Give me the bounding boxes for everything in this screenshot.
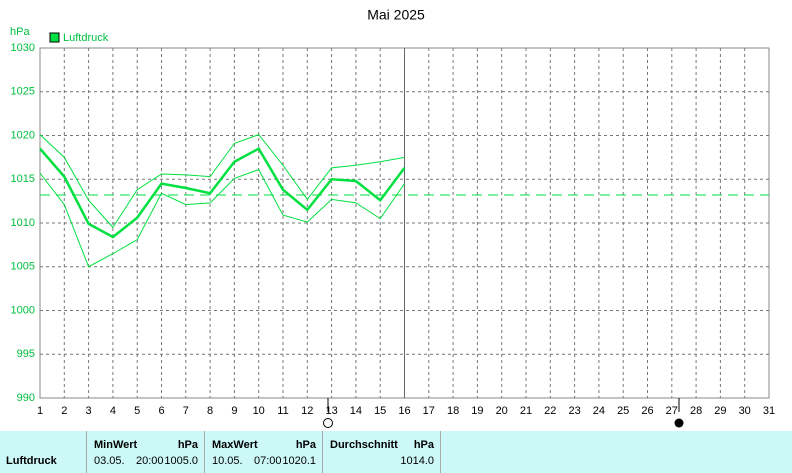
x-tick-label: 7: [183, 405, 189, 417]
y-tick-label: 1025: [11, 86, 35, 98]
col-title: MinWert: [94, 439, 138, 451]
value: 1005.0: [164, 455, 198, 467]
y-tick-label: 1015: [11, 173, 35, 185]
x-tick-label: 27: [666, 405, 678, 417]
x-tick-label: 28: [690, 405, 702, 417]
table-cell: MaxWert hPa 10.05. 07:00 1020.1: [205, 431, 323, 473]
min-line: [39, 169, 405, 268]
x-tick-label: 31: [763, 405, 775, 417]
y-tick-label: 990: [17, 392, 35, 404]
x-tick-label: 1: [37, 405, 43, 417]
x-tick-label: 29: [714, 405, 726, 417]
col-unit: hPa: [413, 439, 434, 451]
moon-icon: [674, 418, 684, 428]
x-tick-label: 4: [110, 405, 116, 417]
table-cell: MinWert hPa 03.05. 20:00 1005.0: [87, 431, 205, 473]
date: 10.05.: [212, 455, 243, 467]
table-cell: Luftdruck: [0, 431, 87, 473]
y-tick-label: 1010: [11, 217, 35, 229]
table-cell: Durchschnitt hPa 1014.0: [323, 431, 441, 473]
col-title: MaxWert: [212, 439, 258, 451]
col-unit: hPa: [295, 439, 316, 451]
x-tick-label: 17: [423, 405, 435, 417]
x-tick-label: 5: [134, 405, 140, 417]
chart-title: Mai 2025: [367, 7, 425, 23]
x-tick-label: 30: [739, 405, 751, 417]
date: 03.05.: [94, 455, 125, 467]
y-tick-label: 1000: [11, 304, 35, 316]
x-tick-label: 20: [496, 405, 508, 417]
x-tick-label: 15: [374, 405, 386, 417]
x-tick-label: 3: [86, 405, 92, 417]
x-tick-label: 9: [231, 405, 237, 417]
col-unit: hPa: [177, 439, 198, 451]
col-title: Durchschnitt: [330, 439, 398, 451]
series-line: [39, 146, 406, 239]
x-tick-label: 16: [398, 405, 410, 417]
x-tick-label: 21: [520, 405, 532, 417]
x-tick-label: 13: [325, 405, 337, 417]
row-label: Luftdruck: [6, 455, 57, 467]
x-tick-label: 12: [301, 405, 313, 417]
value: 1020.1: [282, 455, 316, 467]
y-tick-label: 1020: [11, 129, 35, 141]
x-tick-label: 10: [253, 405, 265, 417]
time: 07:00: [254, 455, 282, 467]
x-tick-label: 11: [277, 405, 288, 417]
x-tick-label: 19: [471, 405, 483, 417]
table-cell: [441, 431, 792, 473]
moon-icon: [323, 418, 333, 428]
x-tick-label: 25: [617, 405, 629, 417]
x-tick-label: 14: [350, 405, 362, 417]
chart: Mai 2025 hPa Luftdruck 99099510001005101…: [10, 7, 775, 428]
x-tick-label: 26: [641, 405, 653, 417]
value: 1014.0: [400, 455, 434, 467]
max-line: [39, 134, 405, 229]
x-tick-label: 2: [61, 405, 67, 417]
x-tick-label: 8: [207, 405, 213, 417]
legend-swatch: [49, 32, 60, 43]
x-tick-label: 18: [447, 405, 459, 417]
y-tick-label: 1005: [11, 261, 35, 273]
x-tick-label: 24: [593, 405, 605, 417]
y-tick-label: 995: [17, 348, 35, 360]
x-tick-label: 22: [544, 405, 556, 417]
time: 20:00: [136, 455, 164, 467]
y-axis-label: hPa: [10, 26, 30, 38]
y-tick-label: 1030: [11, 42, 35, 54]
legend-label: Luftdruck: [63, 32, 109, 44]
x-tick-label: 23: [568, 405, 580, 417]
x-tick-label: 6: [158, 405, 164, 417]
